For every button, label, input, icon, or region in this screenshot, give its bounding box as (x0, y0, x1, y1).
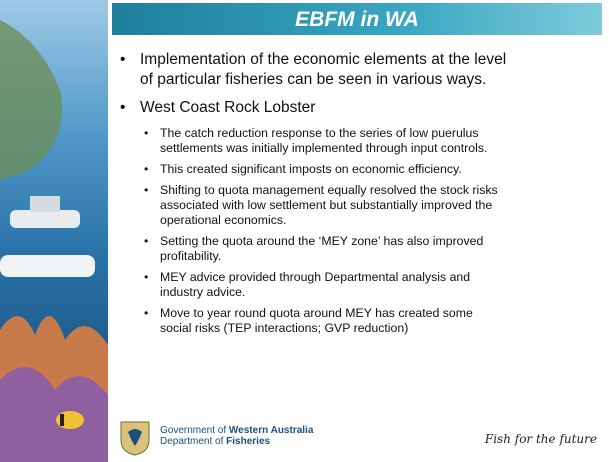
sub-bullet: This created significant imposts on econ… (118, 162, 598, 177)
sub-bullet: Move to year round quota around MEY has … (118, 306, 598, 336)
title-bar: EBFM in WA (112, 3, 602, 35)
text: Government of (160, 425, 229, 436)
photo-strip (0, 0, 108, 462)
bullet-text: Implementation of the economic elements … (140, 50, 598, 70)
government-logo-text: Government of Western Australia Departme… (160, 425, 313, 447)
sub-bullet-text: This created significant imposts on econ… (160, 162, 598, 177)
text: Department of (160, 436, 226, 447)
bullet-text: West Coast Rock Lobster (140, 98, 598, 118)
crest-logo (118, 418, 152, 456)
sub-bullet: Shifting to quota management equally res… (118, 183, 598, 228)
bullet-text: of particular fisheries can be seen in v… (140, 70, 598, 90)
tagline: Fish for the future (485, 432, 597, 446)
sub-bullet: MEY advice provided through Departmental… (118, 270, 598, 300)
sub-bullet-text: profitability. (160, 249, 598, 264)
sub-bullet-text: Shifting to quota management equally res… (160, 183, 598, 198)
sub-bullet-text: associated with low settlement but subst… (160, 198, 598, 213)
bullet-list: Implementation of the economic elements … (118, 50, 598, 342)
text: Fisheries (226, 436, 270, 447)
text: Western Australia (229, 425, 313, 436)
bullet: Implementation of the economic elements … (118, 50, 598, 90)
slide-title: EBFM in WA (112, 8, 602, 32)
sub-bullet-text: Setting the quota around the ‘MEY zone’ … (160, 234, 598, 249)
sub-bullet-text: operational economics. (160, 213, 598, 228)
sub-bullet: The catch reduction response to the seri… (118, 126, 598, 156)
slide: EBFM in WA Implementation of the economi… (0, 0, 609, 462)
sub-bullet-text: settlements was initially implemented th… (160, 141, 598, 156)
sub-bullet-text: MEY advice provided through Departmental… (160, 270, 598, 285)
sub-bullet-text: Move to year round quota around MEY has … (160, 306, 598, 321)
sub-bullet-text: social risks (TEP interactions; GVP redu… (160, 321, 598, 336)
bullet: West Coast Rock Lobster (118, 98, 598, 118)
sub-bullet-text: The catch reduction response to the seri… (160, 126, 598, 141)
sub-bullet: Setting the quota around the ‘MEY zone’ … (118, 234, 598, 264)
sub-bullet-text: industry advice. (160, 285, 598, 300)
